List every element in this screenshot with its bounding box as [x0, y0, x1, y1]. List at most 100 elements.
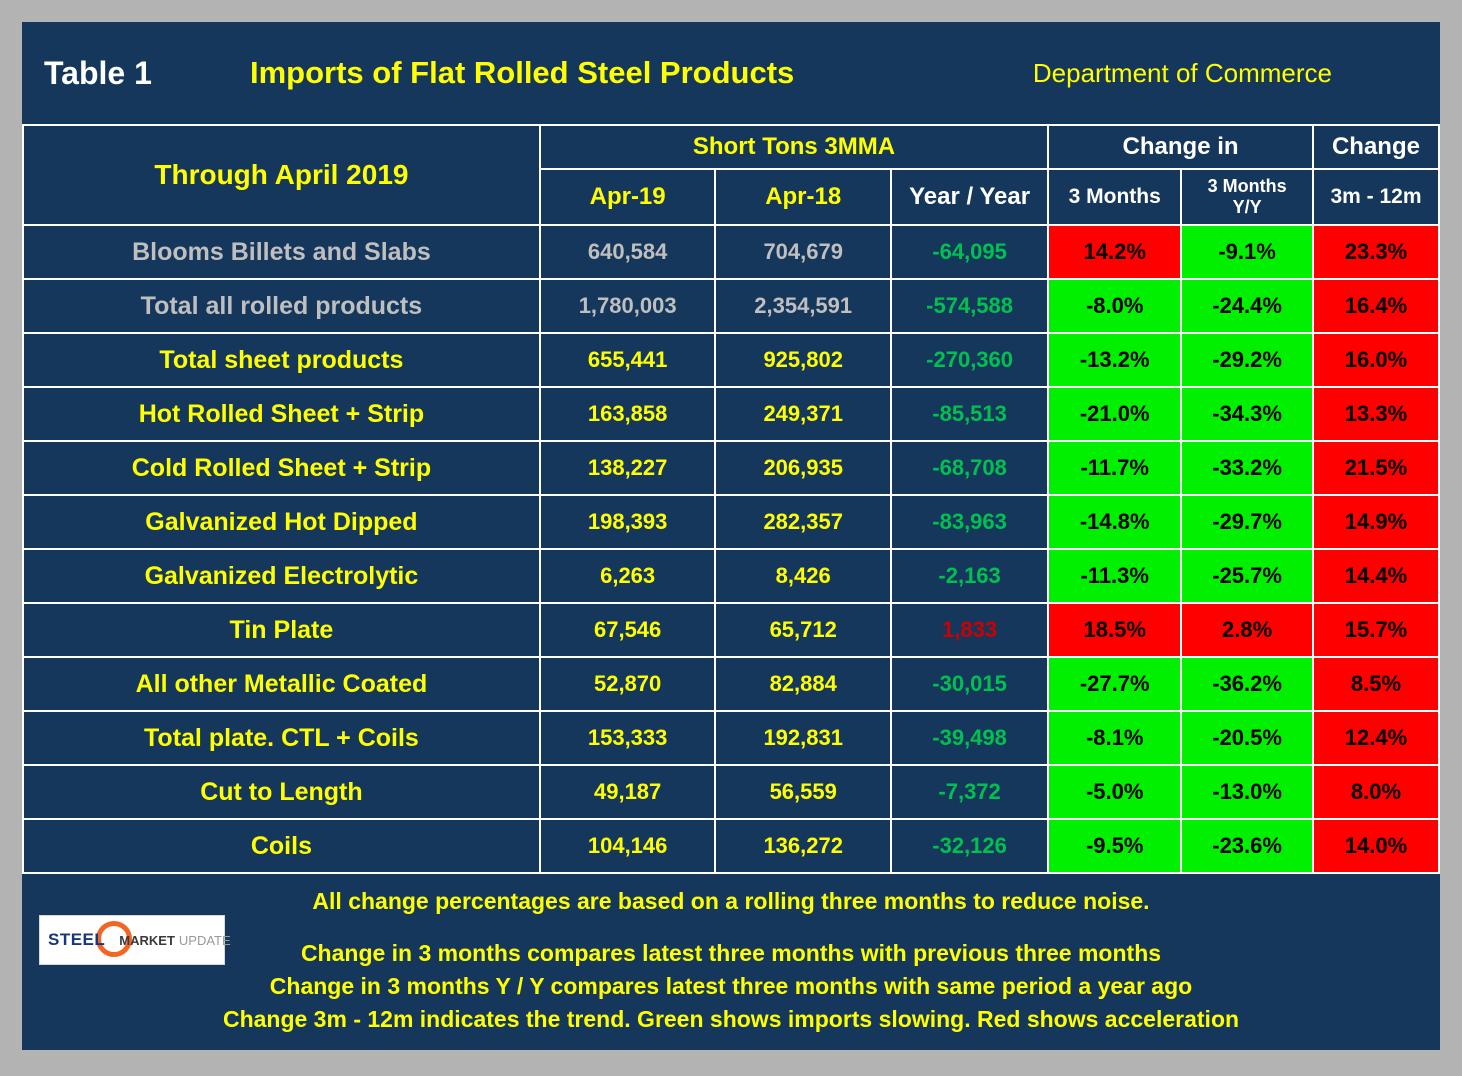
apr19-value: 655,441 — [538, 332, 717, 388]
change-3m-yy-cell: -33.2% — [1180, 440, 1314, 496]
row-label: Total all rolled products — [22, 278, 541, 334]
footnote-2: Change in 3 months compares latest three… — [300, 940, 1162, 966]
col-3m-12m: 3m - 12m — [1311, 168, 1441, 226]
year-year-value: -2,163 — [889, 548, 1050, 604]
col-3-months-yy-line1: 3 Months — [1207, 176, 1287, 196]
table-body: Blooms Billets and Slabs 640,584 704,679 -6… — [22, 224, 1441, 874]
col-3-months: 3 Months — [1047, 168, 1183, 226]
change-3m-12m-cell: 8.0% — [1311, 764, 1441, 820]
apr19-value: 138,227 — [538, 440, 717, 496]
apr19-value: 153,333 — [538, 710, 717, 766]
change-3m-yy-cell: -29.2% — [1180, 332, 1314, 388]
apr19-value: 640,584 — [538, 224, 717, 280]
apr19-value: 198,393 — [538, 494, 717, 550]
change-3m-cell: -9.5% — [1047, 818, 1183, 874]
change-3m-yy-cell: -29.7% — [1180, 494, 1314, 550]
table-row: Total all rolled products 1,780,003 2,354,… — [22, 278, 1441, 334]
col-apr19: Apr-19 — [538, 168, 717, 226]
table-number: Table 1 — [44, 54, 152, 91]
apr19-value: 163,858 — [538, 386, 717, 442]
footnote-1: All change percentages are based on a ro… — [312, 888, 1150, 914]
footnote-4: Change 3m - 12m indicates the trend. Gre… — [222, 1006, 1240, 1032]
source-label: Department of Commerce — [1032, 57, 1332, 88]
change-3m-yy-cell: -13.0% — [1180, 764, 1314, 820]
change-3m-cell: -11.7% — [1047, 440, 1183, 496]
imports-table: Through April 2019 Short Tons 3MMA Chang… — [22, 124, 1441, 874]
table-row: All other Metallic Coated 52,870 82,884 -30… — [22, 656, 1441, 712]
change-3m-yy-cell: 2.8% — [1180, 602, 1314, 658]
year-year-value: -574,588 — [889, 278, 1050, 334]
apr19-value: 6,263 — [538, 548, 717, 604]
change-3m-cell: -21.0% — [1047, 386, 1183, 442]
title-bar: Table 1 Imports of Flat Rolled Steel Pro… — [22, 22, 1440, 124]
row-label: Blooms Billets and Slabs — [22, 224, 541, 280]
apr18-value: 704,679 — [714, 224, 892, 280]
footnote-3: Change in 3 months Y / Y compares latest… — [269, 973, 1193, 999]
table-row: Cold Rolled Sheet + Strip 138,227 206,935-… — [22, 440, 1441, 496]
logo-text-steel: STEEL — [48, 930, 106, 949]
change-3m-yy-cell: -24.4% — [1180, 278, 1314, 334]
year-year-value: -85,513 — [889, 386, 1050, 442]
table-row: Galvanized Electrolytic 6,263 8,426 -2,163-… — [22, 548, 1441, 604]
change-3m-12m-cell: 16.0% — [1311, 332, 1441, 388]
table-row: Cut to Length 49,187 56,559 -7,372 -5.0% -13.… — [22, 764, 1441, 820]
apr18-value: 136,272 — [714, 818, 892, 874]
year-year-value: -64,095 — [889, 224, 1050, 280]
change-3m-cell: -27.7% — [1047, 656, 1183, 712]
change-3m-yy-cell: -9.1% — [1180, 224, 1314, 280]
apr18-value: 925,802 — [714, 332, 892, 388]
change-3m-12m-cell: 14.0% — [1311, 818, 1441, 874]
change-3m-12m-cell: 21.5% — [1311, 440, 1441, 496]
table-row: Blooms Billets and Slabs 640,584 704,679 -6… — [22, 224, 1441, 280]
logo-ring-icon — [96, 921, 132, 957]
row-label: Cold Rolled Sheet + Strip — [22, 440, 541, 496]
logo-text-update: UPDATE — [178, 932, 231, 948]
col-apr18: Apr-18 — [714, 168, 892, 226]
table-row: Hot Rolled Sheet + Strip 163,858 249,371 -8… — [22, 386, 1441, 442]
change-3m-12m-cell: 23.3% — [1311, 224, 1441, 280]
year-year-value: -39,498 — [889, 710, 1050, 766]
change-3m-yy-cell: -36.2% — [1180, 656, 1314, 712]
row-label: Tin Plate — [22, 602, 541, 658]
change-3m-cell: -13.2% — [1047, 332, 1183, 388]
change-3m-cell: -5.0% — [1047, 764, 1183, 820]
col-year-year: Year / Year — [889, 168, 1050, 226]
change-3m-12m-cell: 15.7% — [1311, 602, 1441, 658]
row-label: Hot Rolled Sheet + Strip — [22, 386, 541, 442]
year-year-value: -32,126 — [889, 818, 1050, 874]
change-3m-12m-cell: 13.3% — [1311, 386, 1441, 442]
apr19-value: 104,146 — [538, 818, 717, 874]
year-year-value: -270,360 — [889, 332, 1050, 388]
apr18-value: 56,559 — [714, 764, 892, 820]
row-label: Coils — [22, 818, 541, 874]
table-row: Total sheet products 655,441 925,802 -270,3… — [22, 332, 1441, 388]
apr18-value: 192,831 — [714, 710, 892, 766]
row-label: All other Metallic Coated — [22, 656, 541, 712]
footnote-group: Change in 3 months compares latest three… — [22, 937, 1440, 1036]
report-panel: Table 1 Imports of Flat Rolled Steel Pro… — [22, 22, 1441, 1052]
change-3m-12m-cell: 16.4% — [1311, 278, 1441, 334]
change-3m-yy-cell: -23.6% — [1180, 818, 1314, 874]
table-row: Tin Plate 67,546 65,712 1,833 18.5% 2.8% 15.7% — [22, 602, 1441, 658]
logo-text-market: MARKET — [119, 932, 175, 948]
apr18-value: 249,371 — [714, 386, 892, 442]
year-year-value: -7,372 — [889, 764, 1050, 820]
year-year-value: 1,833 — [889, 602, 1050, 658]
apr19-value: 67,546 — [538, 602, 717, 658]
apr19-value: 1,780,003 — [538, 278, 717, 334]
footnotes-section: All change percentages are based on a ro… — [22, 874, 1440, 1052]
change-3m-cell: -8.1% — [1047, 710, 1183, 766]
apr18-value: 8,426 — [714, 548, 892, 604]
apr18-value: 206,935 — [714, 440, 892, 496]
apr18-value: 82,884 — [714, 656, 892, 712]
year-year-value: -68,708 — [889, 440, 1050, 496]
period-header: Through April 2019 — [22, 124, 541, 226]
group-short-tons: Short Tons 3MMA — [538, 124, 1050, 170]
table-row: Galvanized Hot Dipped 198,393 282,357 -83,9… — [22, 494, 1441, 550]
row-label: Total plate. CTL + Coils — [22, 710, 541, 766]
row-label: Galvanized Electrolytic — [22, 548, 541, 604]
change-3m-cell: -11.3% — [1047, 548, 1183, 604]
row-label: Total sheet products — [22, 332, 541, 388]
row-label: Galvanized Hot Dipped — [22, 494, 541, 550]
apr18-value: 282,357 — [714, 494, 892, 550]
